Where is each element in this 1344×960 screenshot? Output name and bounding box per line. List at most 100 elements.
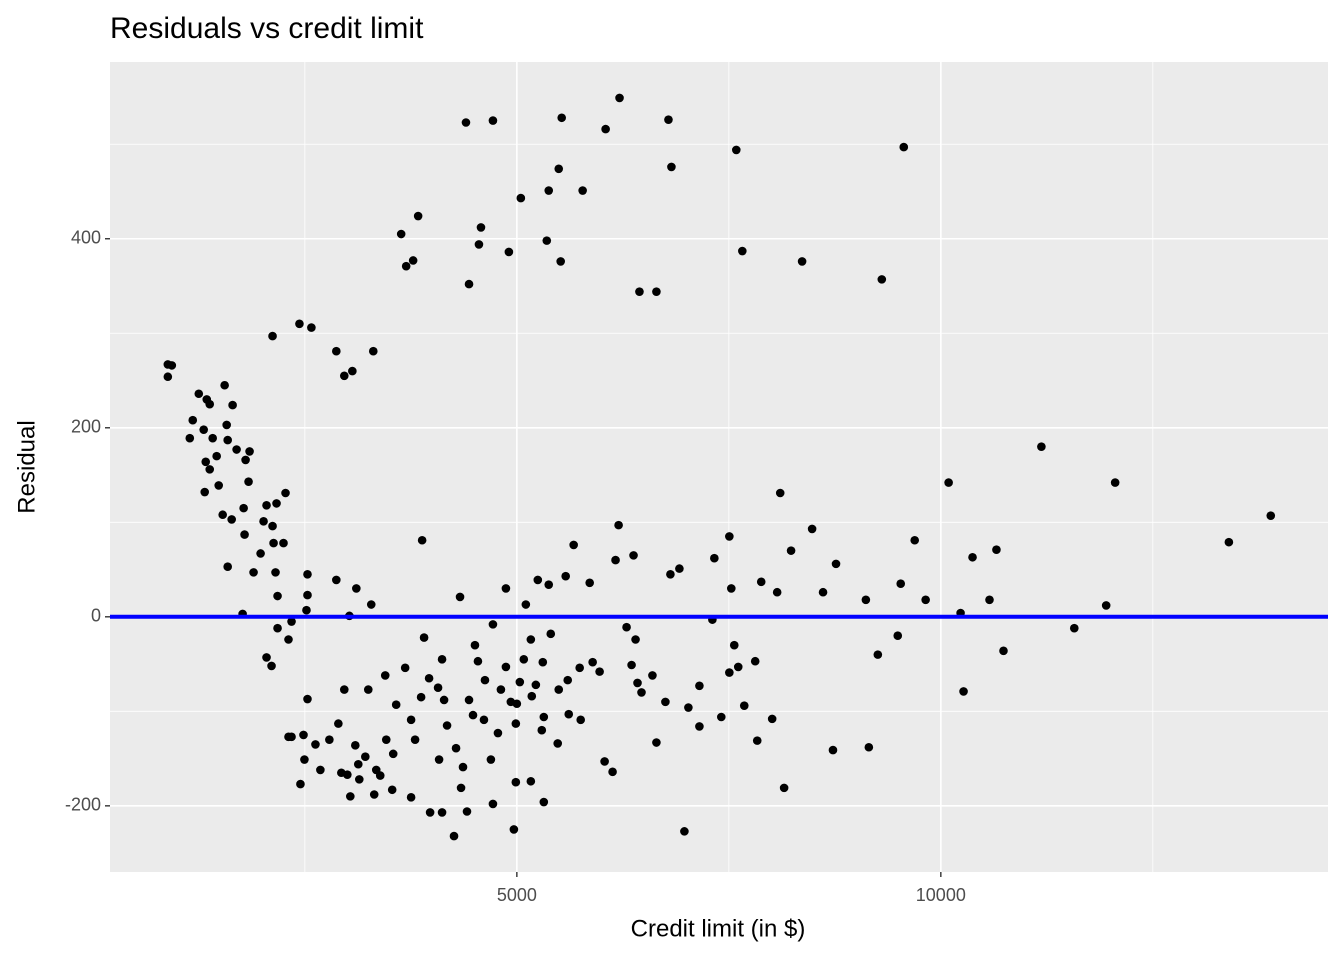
point: [486, 755, 496, 764]
point: [240, 530, 249, 539]
point: [199, 425, 208, 434]
point: [756, 577, 766, 587]
point: [462, 807, 472, 816]
point: [228, 400, 237, 410]
x-tick-label: 10000: [916, 885, 966, 905]
y-tick-label: 200: [71, 417, 101, 437]
point: [818, 587, 828, 597]
point: [303, 590, 312, 600]
chart-title: Residuals vs credit limit: [110, 12, 424, 45]
point: [352, 584, 361, 593]
point: [968, 552, 977, 562]
y-tick-label: 400: [71, 227, 101, 247]
point: [526, 776, 536, 786]
point: [999, 646, 1008, 656]
point: [526, 635, 536, 644]
point: [325, 735, 334, 744]
point: [273, 623, 282, 633]
point: [227, 515, 236, 524]
point: [695, 722, 704, 731]
point: [501, 662, 511, 672]
point: [468, 710, 478, 720]
point: [563, 675, 573, 685]
plot-panel: [110, 62, 1328, 872]
point: [354, 775, 364, 784]
point: [474, 240, 484, 249]
point: [554, 685, 564, 694]
point: [334, 719, 343, 728]
point: [281, 488, 290, 498]
point: [516, 193, 526, 203]
point: [401, 261, 411, 271]
point: [268, 331, 277, 341]
point: [249, 568, 258, 577]
point: [284, 635, 293, 644]
point: [449, 831, 459, 841]
point: [750, 656, 760, 666]
point: [424, 673, 434, 683]
point: [223, 562, 232, 572]
point: [343, 770, 352, 779]
point: [272, 499, 281, 508]
point: [921, 595, 930, 605]
point: [464, 279, 474, 289]
point: [575, 663, 584, 673]
point: [458, 762, 468, 772]
point: [775, 488, 785, 498]
point: [271, 568, 280, 577]
point: [797, 257, 807, 266]
point: [307, 323, 316, 332]
point: [614, 520, 623, 530]
point: [557, 113, 567, 123]
point: [295, 319, 304, 329]
point: [899, 142, 909, 152]
point: [220, 380, 229, 390]
point: [504, 247, 514, 257]
point: [600, 757, 609, 766]
point: [262, 500, 271, 510]
point: [553, 739, 563, 748]
point: [456, 783, 466, 793]
point: [476, 223, 486, 232]
point: [201, 457, 211, 467]
point: [417, 535, 427, 545]
point: [544, 186, 554, 195]
point: [479, 715, 489, 725]
point: [527, 691, 537, 701]
point: [538, 657, 548, 667]
point: [861, 595, 871, 605]
point: [200, 487, 210, 497]
point: [268, 521, 277, 531]
point: [608, 767, 617, 777]
point: [461, 118, 471, 127]
point: [163, 372, 173, 382]
point: [512, 699, 522, 709]
point: [267, 661, 276, 671]
point: [363, 685, 373, 694]
point: [1037, 442, 1046, 451]
point: [433, 683, 443, 692]
point: [511, 719, 521, 728]
point: [262, 653, 271, 662]
point: [368, 346, 378, 356]
point: [241, 455, 250, 465]
point: [521, 600, 531, 609]
point: [361, 752, 370, 761]
point: [511, 777, 521, 787]
point: [439, 695, 449, 705]
point: [786, 546, 796, 555]
point: [684, 703, 693, 712]
point: [501, 584, 511, 593]
point: [767, 714, 777, 724]
point: [437, 655, 447, 664]
point: [273, 591, 282, 601]
point: [910, 535, 920, 545]
point: [1224, 537, 1234, 547]
point: [729, 640, 739, 650]
point: [716, 712, 726, 722]
point: [564, 709, 574, 719]
point: [631, 635, 640, 644]
point: [648, 671, 657, 680]
point: [396, 229, 406, 239]
point: [519, 655, 529, 664]
